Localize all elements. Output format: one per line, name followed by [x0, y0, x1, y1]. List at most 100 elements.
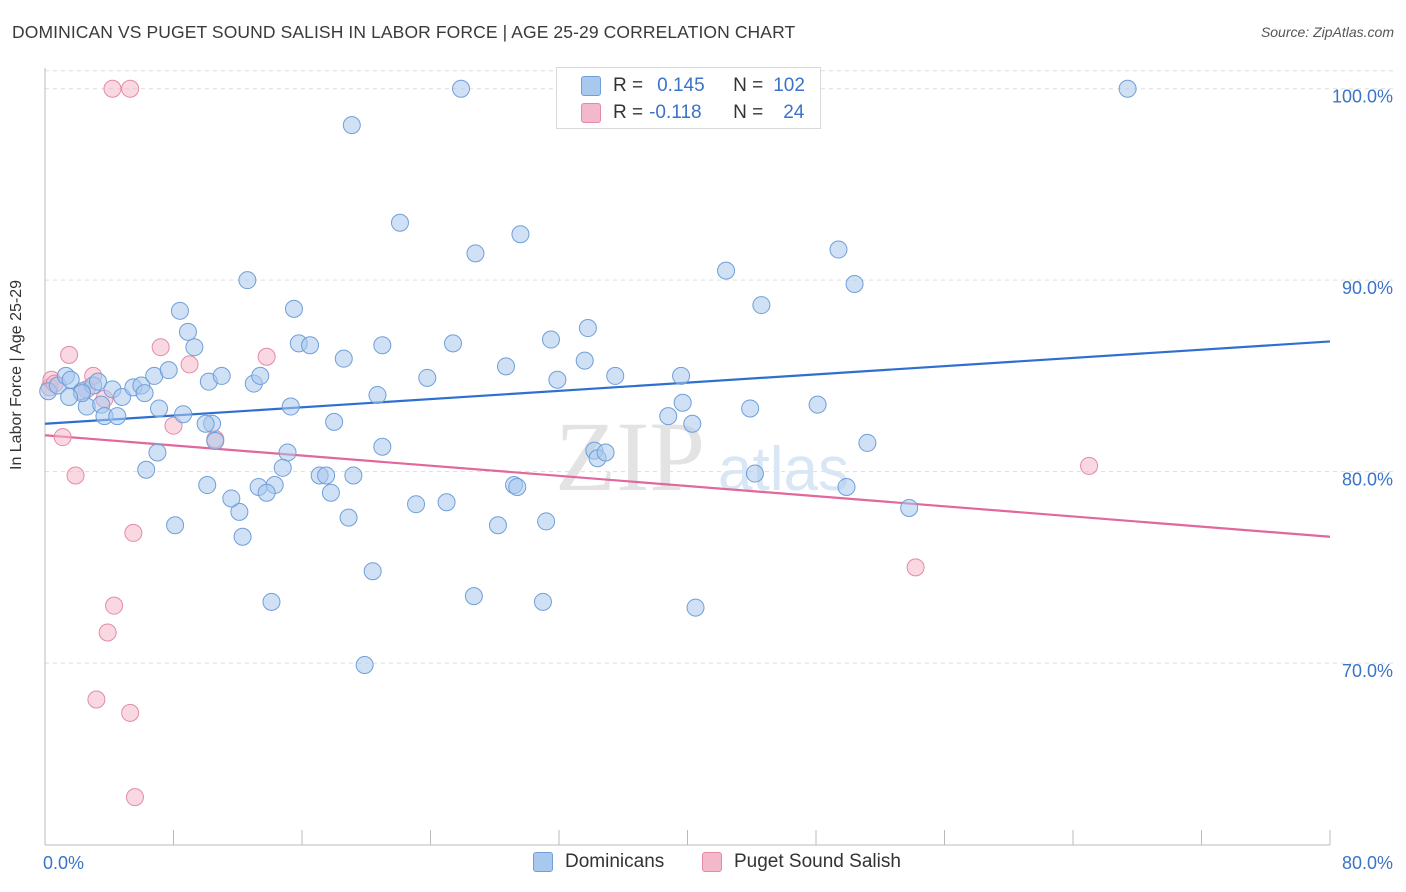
legend-swatch-blue	[533, 852, 553, 872]
source-label: Source: ZipAtlas.com	[1260, 24, 1394, 40]
puget-sound-salish-point	[87, 690, 106, 709]
dominican-point	[452, 79, 471, 98]
dominican-point	[150, 399, 169, 418]
dominican-point	[212, 366, 231, 385]
legend-item-dominicans: Dominicans	[533, 851, 664, 873]
dominican-point	[752, 296, 771, 315]
dominican-point	[508, 477, 527, 496]
y-tick-label: 70.0%	[1342, 661, 1393, 681]
dominican-point	[368, 386, 387, 405]
puget-sound-salish-point	[121, 79, 140, 98]
correlation-legend: R = 0.145 N = 102 R = -0.118 N = 24	[556, 67, 821, 129]
dominican-point	[281, 397, 300, 416]
dominican-point	[606, 366, 625, 385]
n-value: 102	[773, 75, 805, 96]
n-key: N =	[733, 102, 764, 123]
dominican-point	[575, 351, 594, 370]
legend-label: Puget Sound Salish	[734, 851, 901, 872]
dominican-point	[466, 244, 485, 263]
legend-item-puget-sound-salish: Puget Sound Salish	[702, 851, 901, 873]
dominican-trendline	[44, 340, 1331, 425]
dominican-point	[196, 414, 215, 433]
puget-sound-salish-point	[257, 347, 276, 366]
dominican-point	[900, 499, 919, 518]
dominican-point	[548, 370, 567, 389]
trend-layer	[44, 340, 1331, 538]
dominican-point	[808, 395, 827, 414]
puget-sound-salish-point	[53, 428, 72, 447]
dominican-point	[363, 562, 382, 581]
dominican-point	[683, 414, 702, 433]
legend-swatch-blue	[581, 76, 601, 96]
dominican-point	[845, 275, 864, 294]
dominican-point	[178, 322, 197, 341]
dominican-point	[745, 464, 764, 483]
puget-sound-salish-point	[121, 703, 140, 722]
r-value: 0.145	[657, 75, 705, 96]
dominican-point	[464, 587, 483, 606]
dominican-point	[342, 116, 361, 135]
puget-sound-salish-point	[151, 338, 170, 357]
grid-layer	[45, 70, 1395, 664]
dominican-point	[238, 271, 257, 290]
legend-swatch-pink	[702, 852, 722, 872]
dominican-point	[578, 319, 597, 338]
dominican-point	[108, 407, 127, 426]
dominican-point	[355, 656, 374, 675]
dominican-point	[437, 493, 456, 512]
dominican-point	[317, 466, 336, 485]
dominican-point	[717, 261, 736, 280]
dominican-point	[443, 334, 462, 353]
dominican-point	[511, 225, 530, 244]
legend-swatch-pink	[581, 103, 601, 123]
dominican-point	[170, 301, 189, 320]
dominican-point	[185, 338, 204, 357]
dominican-point	[596, 443, 615, 462]
dominican-point	[488, 516, 507, 535]
puget-sound-salish-point	[906, 558, 925, 577]
y-tick-label: 90.0%	[1342, 278, 1393, 298]
legend-label: Dominicans	[565, 851, 665, 872]
r-value: -0.118	[649, 102, 702, 123]
dominican-point	[686, 598, 705, 617]
dominican-point	[741, 399, 760, 418]
dominican-point	[373, 336, 392, 355]
n-key: N =	[733, 75, 764, 96]
dominican-point	[496, 357, 515, 376]
y-tick-label: 80.0%	[1342, 470, 1393, 490]
dominican-point	[230, 502, 249, 521]
puget-sound-salish-point	[98, 623, 117, 642]
dominican-point	[829, 240, 848, 259]
dominican-point	[251, 366, 270, 385]
dominican-point	[339, 508, 358, 527]
chart-title: DOMINICAN VS PUGET SOUND SALISH IN LABOR…	[12, 22, 796, 42]
watermark-zip: ZIP	[555, 401, 705, 512]
dominican-point	[301, 336, 320, 355]
puget-sound-salish-point	[60, 345, 79, 364]
dominican-point	[659, 407, 678, 426]
n-value: 24	[783, 102, 805, 123]
dominican-point	[541, 330, 560, 349]
legend-row-dominicans: R = 0.145 N = 102	[581, 74, 805, 98]
dominican-point	[672, 366, 691, 385]
dominican-point	[60, 387, 79, 406]
dominican-point	[222, 489, 241, 508]
puget-sound-salish-point	[66, 466, 85, 485]
dominican-point	[262, 592, 281, 611]
dominican-point	[273, 458, 292, 477]
dominican-point	[334, 349, 353, 368]
dominican-point	[837, 477, 856, 496]
dominican-point	[89, 372, 108, 391]
dominican-point	[537, 512, 556, 531]
dominican-point	[166, 516, 185, 535]
dominican-point	[418, 368, 437, 387]
dominican-point	[135, 384, 154, 403]
dominican-point	[284, 299, 303, 318]
dominican-point	[206, 432, 225, 451]
dominican-point	[257, 483, 276, 502]
puget-sound-salish-point	[105, 596, 124, 615]
dominican-point	[373, 437, 392, 456]
dominican-point	[390, 213, 409, 232]
y-tick-label: 100.0%	[1332, 87, 1393, 107]
